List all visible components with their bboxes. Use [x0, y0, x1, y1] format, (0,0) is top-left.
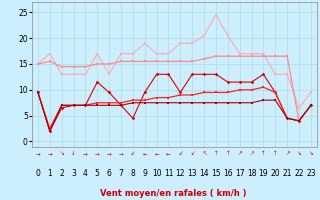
Text: ↘: ↘	[59, 151, 64, 156]
Text: ↑: ↑	[273, 151, 277, 156]
Text: 22: 22	[294, 169, 304, 178]
Text: ↙: ↙	[190, 151, 195, 156]
Text: →: →	[47, 151, 52, 156]
Text: ←: ←	[142, 151, 147, 156]
Text: 4: 4	[83, 169, 88, 178]
Text: →: →	[95, 151, 100, 156]
Text: ↗: ↗	[249, 151, 254, 156]
Text: 15: 15	[211, 169, 221, 178]
Text: 2: 2	[59, 169, 64, 178]
Text: ↑: ↑	[226, 151, 230, 156]
Text: 21: 21	[282, 169, 292, 178]
Text: 23: 23	[306, 169, 316, 178]
Text: 10: 10	[152, 169, 161, 178]
Text: 12: 12	[176, 169, 185, 178]
Text: 5: 5	[95, 169, 100, 178]
Text: ↙: ↙	[131, 151, 135, 156]
Text: ↙: ↙	[178, 151, 183, 156]
Text: Vent moyen/en rafales ( km/h ): Vent moyen/en rafales ( km/h )	[100, 189, 246, 198]
Text: ↓: ↓	[71, 151, 76, 156]
Text: →: →	[36, 151, 40, 156]
Text: 6: 6	[107, 169, 112, 178]
Text: ←: ←	[154, 151, 159, 156]
Text: 17: 17	[235, 169, 244, 178]
Text: 18: 18	[247, 169, 256, 178]
Text: →: →	[83, 151, 88, 156]
Text: 9: 9	[142, 169, 147, 178]
Text: ←: ←	[166, 151, 171, 156]
Text: ↑: ↑	[261, 151, 266, 156]
Text: 14: 14	[199, 169, 209, 178]
Text: 20: 20	[270, 169, 280, 178]
Text: ↗: ↗	[237, 151, 242, 156]
Text: 0: 0	[36, 169, 40, 178]
Text: ↘: ↘	[308, 151, 313, 156]
Text: 7: 7	[119, 169, 124, 178]
Text: ↖: ↖	[202, 151, 206, 156]
Text: ↗: ↗	[285, 151, 290, 156]
Text: 19: 19	[259, 169, 268, 178]
Text: 11: 11	[164, 169, 173, 178]
Text: →: →	[119, 151, 123, 156]
Text: 8: 8	[131, 169, 135, 178]
Text: ↘: ↘	[297, 151, 301, 156]
Text: 3: 3	[71, 169, 76, 178]
Text: 16: 16	[223, 169, 233, 178]
Text: 13: 13	[188, 169, 197, 178]
Text: ↑: ↑	[214, 151, 218, 156]
Text: →: →	[107, 151, 111, 156]
Text: 1: 1	[47, 169, 52, 178]
